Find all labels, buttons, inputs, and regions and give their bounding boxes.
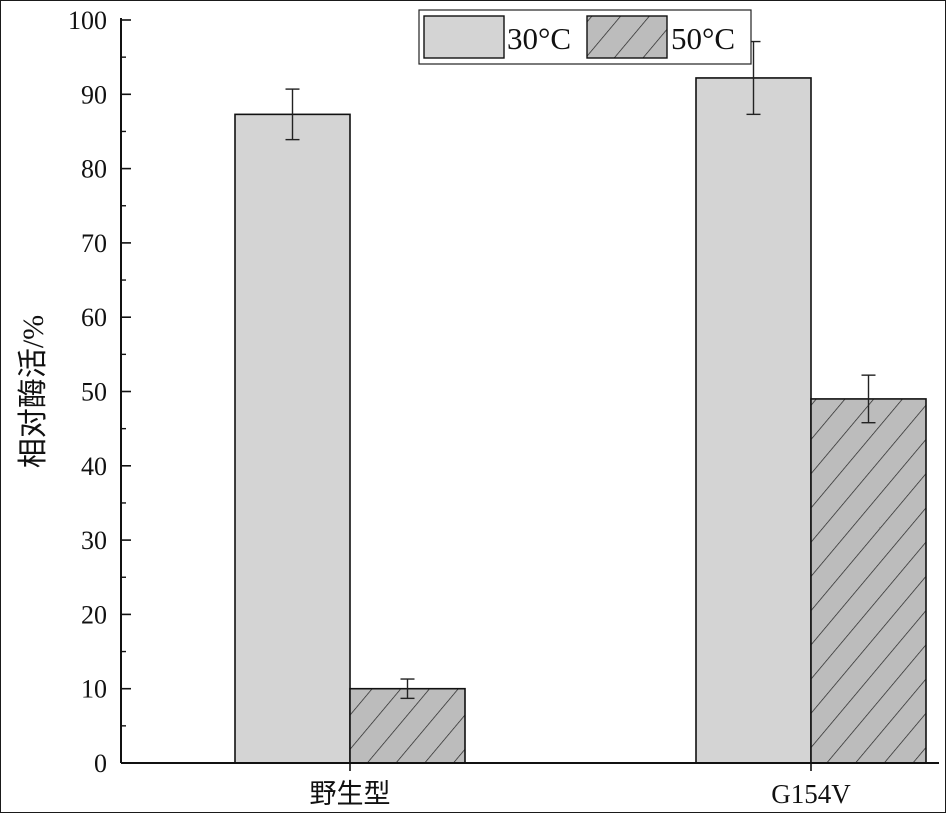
legend-label-50c: 50°C: [671, 21, 735, 56]
y-tick-label: 70: [81, 229, 107, 258]
x-tick-label-1: G154V: [771, 779, 851, 809]
error-bar-50c-1: [861, 374, 876, 424]
y-axis-label: 相对酶活/%: [17, 315, 50, 468]
legend-swatch-30c: [423, 15, 505, 59]
y-tick-label: 30: [81, 526, 107, 555]
bar-30c-1: [695, 77, 812, 764]
bar-50c-0: [349, 687, 466, 764]
error-bar-50c-0: [400, 678, 415, 700]
y-tick-label: 80: [81, 155, 107, 184]
y-tick-label: 60: [81, 303, 107, 332]
legend-swatch-50c: [586, 15, 668, 59]
y-tick-label: 50: [81, 378, 107, 407]
y-tick-label: 20: [81, 600, 107, 629]
y-tick-label: 100: [68, 6, 107, 35]
bar-50c-1: [810, 398, 927, 764]
error-bar-30c-0: [285, 88, 300, 141]
y-tick-label: 10: [81, 675, 107, 704]
y-tick-label: 0: [94, 749, 107, 778]
y-tick-label: 90: [81, 80, 107, 109]
x-tick-label-0: 野生型: [310, 779, 391, 809]
bar-30c-0: [234, 113, 351, 764]
y-tick-label: 40: [81, 452, 107, 481]
legend-label-30c: 30°C: [507, 21, 571, 56]
